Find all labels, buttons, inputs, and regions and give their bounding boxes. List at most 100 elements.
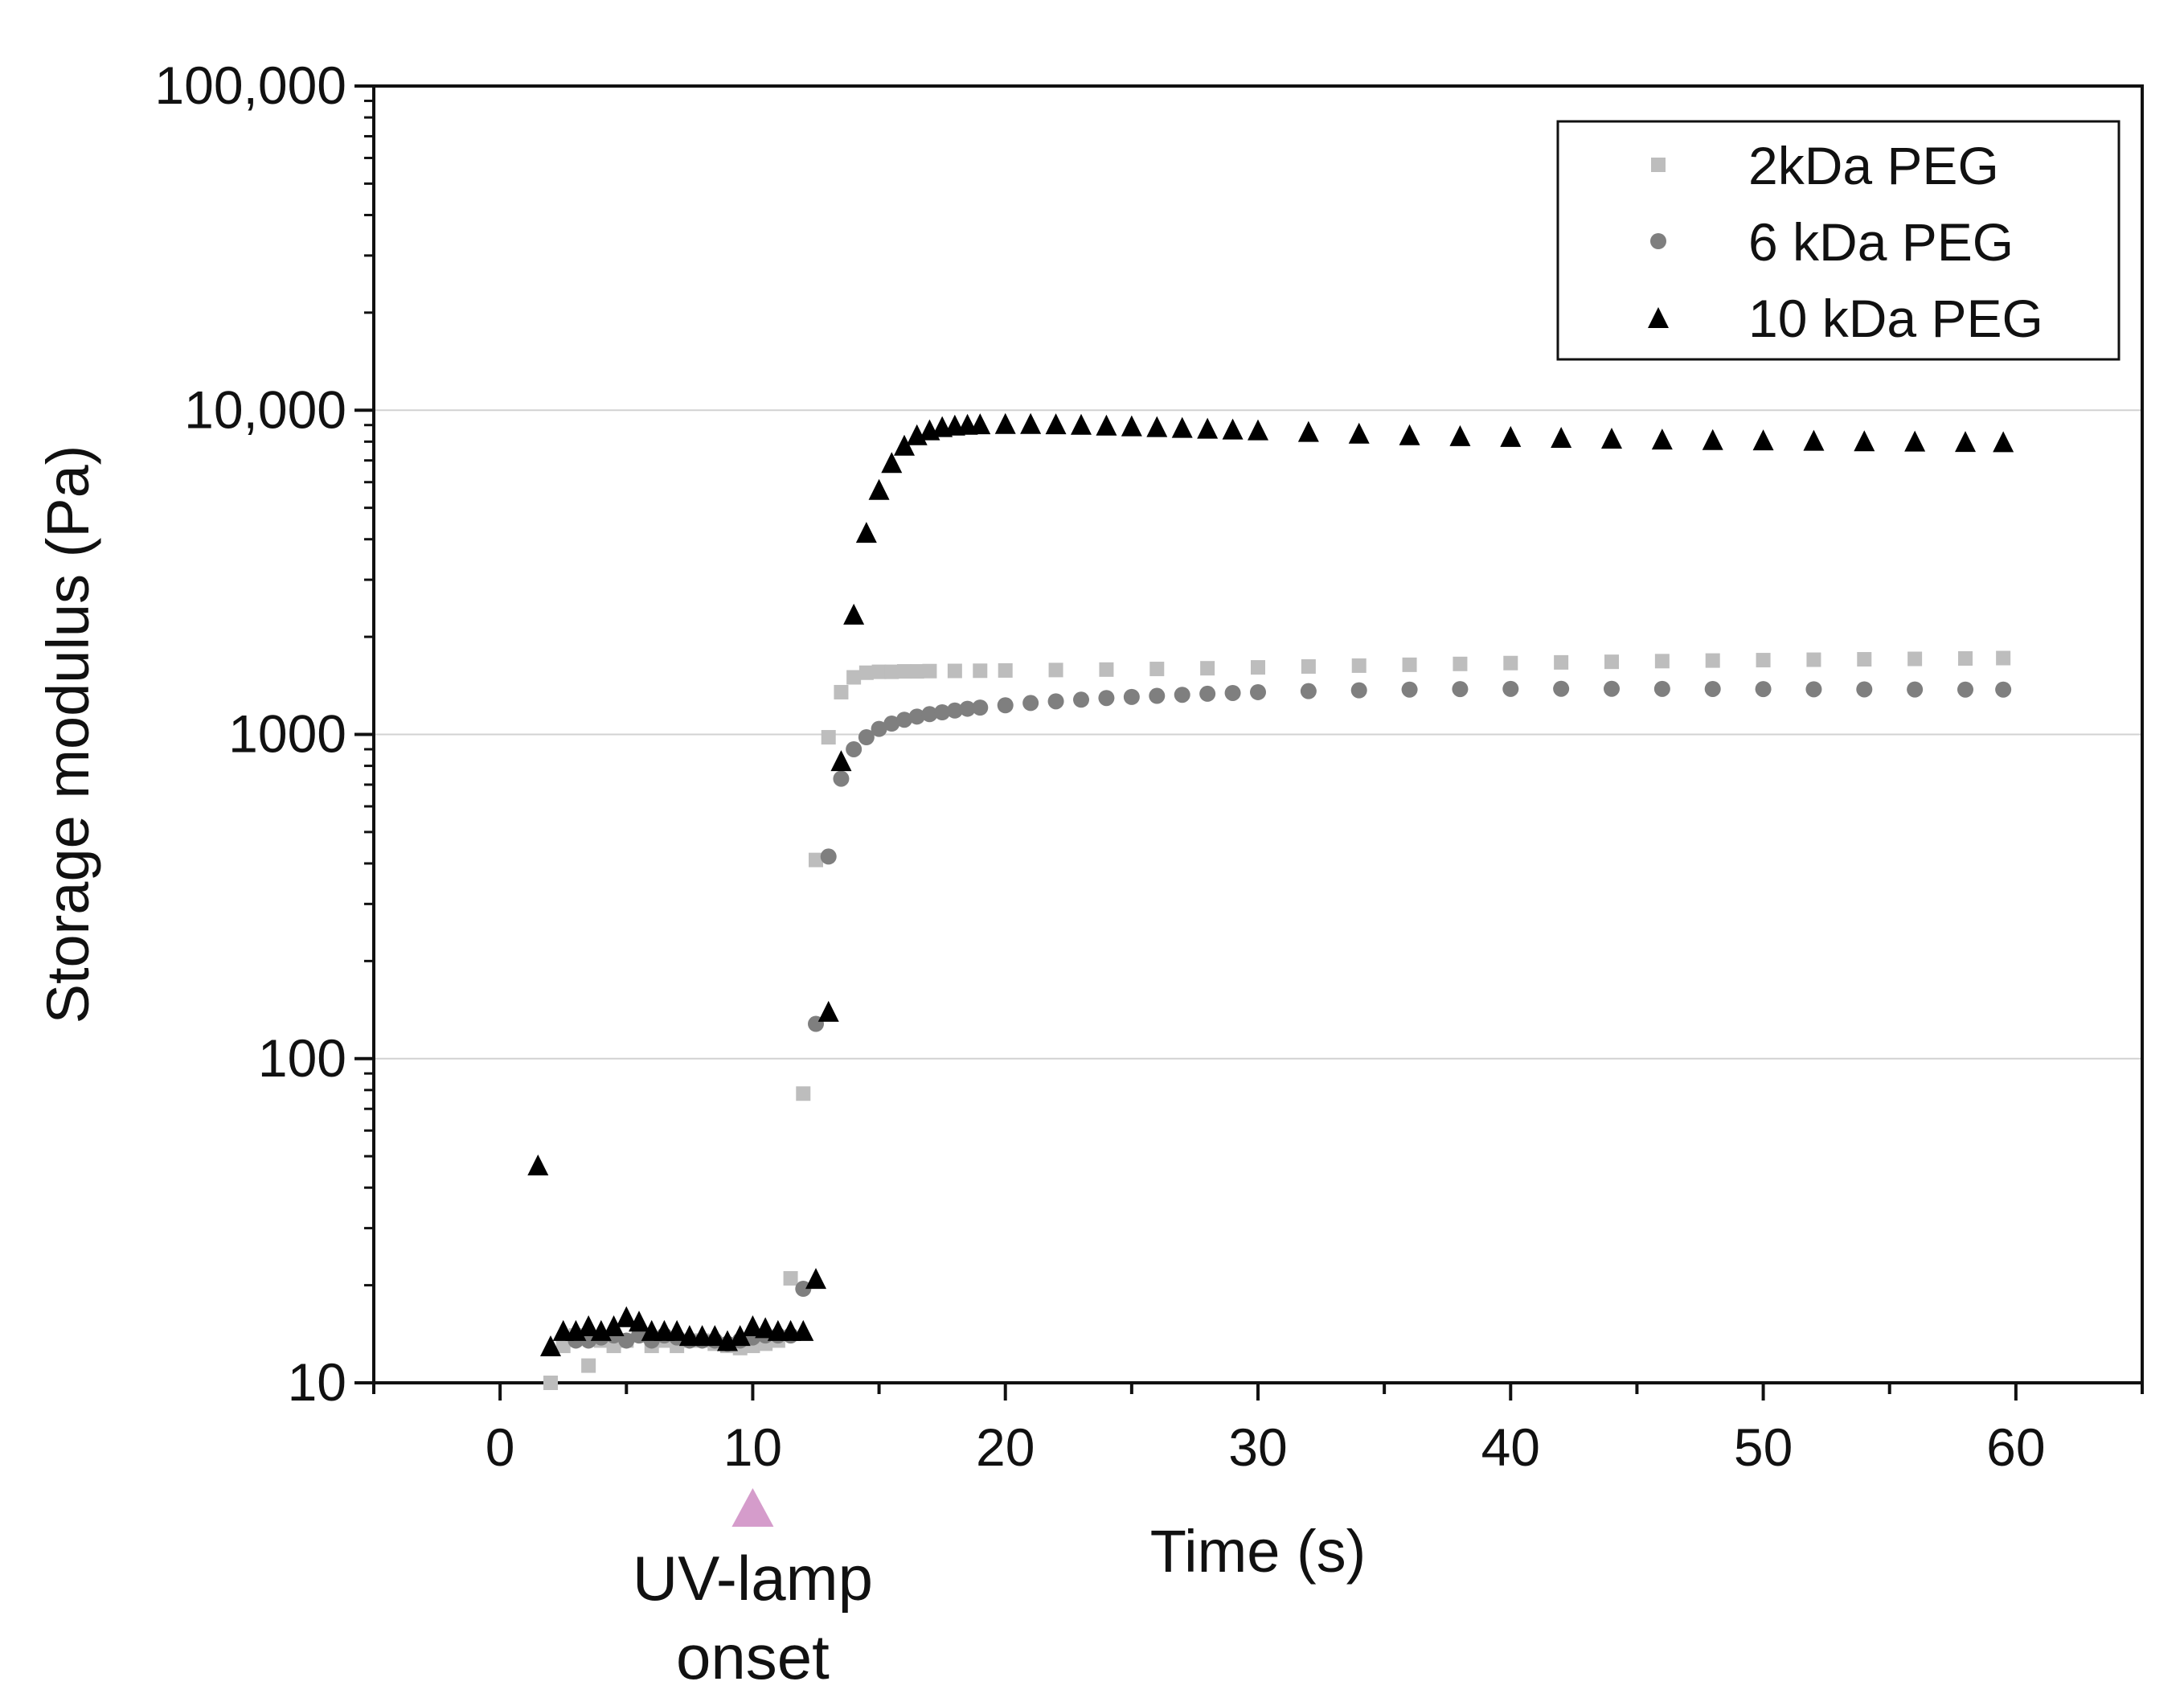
data-point: [821, 730, 836, 745]
data-point: [1449, 424, 1471, 446]
data-point: [855, 522, 877, 543]
data-point: [871, 720, 887, 737]
uv-lamp-annotation: UV-lamp onset: [633, 1488, 873, 1692]
data-point: [1096, 414, 1117, 436]
data-point: [1045, 413, 1067, 435]
data-point: [998, 662, 1013, 678]
data-point: [1601, 428, 1622, 449]
data-point: [1502, 680, 1519, 697]
data-point: [1251, 660, 1265, 675]
data-point: [1399, 424, 1420, 445]
data-point: [834, 684, 849, 699]
data-point: [796, 1086, 811, 1101]
gridlines: [374, 409, 2142, 1060]
data-point: [946, 702, 963, 719]
series-1: [568, 680, 2012, 1352]
data-series: [527, 412, 2014, 1390]
data-point: [1993, 431, 2014, 453]
data-point: [629, 1310, 649, 1332]
data-point: [817, 1000, 839, 1022]
data-point: [1704, 680, 1721, 697]
legend: 2kDa PEG 6 kDa PEG 10 kDa PEG: [1556, 120, 2120, 361]
data-point: [843, 603, 865, 625]
data-point: [755, 1317, 776, 1339]
data-point: [1604, 680, 1620, 697]
data-point: [1957, 681, 1973, 698]
y-tick-label: 1000: [228, 704, 346, 764]
data-point: [1756, 653, 1771, 668]
data-point: [833, 770, 850, 787]
data-point: [1995, 681, 2012, 698]
data-point: [795, 1281, 812, 1298]
data-point: [1149, 687, 1166, 704]
data-point: [830, 750, 852, 772]
data-point: [1300, 683, 1317, 699]
x-tick-label: 10: [723, 1417, 782, 1477]
data-point: [603, 1314, 625, 1336]
data-point: [883, 716, 900, 732]
data-point: [884, 664, 899, 679]
data-point: [1199, 685, 1216, 702]
data-point: [994, 412, 1016, 434]
legend-label-0: 2kDa PEG: [1748, 136, 1999, 195]
data-point: [1453, 656, 1468, 671]
legend-label-1: 6 kDa PEG: [1748, 212, 2014, 272]
uv-onset-marker: [731, 1488, 774, 1527]
data-point: [1500, 425, 1522, 447]
data-point: [959, 700, 976, 717]
data-point: [543, 1376, 558, 1390]
x-tick-label: 30: [1228, 1417, 1287, 1477]
legend-marker-2: [1648, 307, 1669, 328]
data-point: [1022, 695, 1039, 712]
data-point: [729, 1325, 751, 1347]
data-point: [1857, 652, 1872, 667]
data-point: [1047, 693, 1064, 710]
axes: [354, 84, 2144, 1401]
data-point: [1149, 662, 1165, 677]
data-point: [894, 434, 915, 456]
x-tick-label: 0: [486, 1417, 515, 1477]
data-point: [1503, 655, 1518, 671]
data-point: [1171, 416, 1193, 438]
data-point: [1297, 420, 1319, 442]
data-point: [1402, 657, 1417, 672]
data-point: [666, 1319, 688, 1341]
x-tick-label: 50: [1734, 1417, 1793, 1477]
data-point: [922, 663, 937, 679]
data-point: [1224, 684, 1241, 701]
data-point: [846, 740, 863, 757]
uv-onset-label-line-1: UV-lamp: [633, 1543, 873, 1614]
data-point: [704, 1325, 726, 1347]
y-tick-label: 100,000: [154, 55, 346, 115]
legend-label-2: 10 kDa PEG: [1748, 289, 2043, 348]
data-point: [1401, 681, 1418, 698]
data-point: [1099, 662, 1114, 677]
data-point: [1553, 680, 1570, 697]
data-point: [921, 706, 938, 723]
data-point: [1651, 429, 1673, 450]
data-point: [1121, 415, 1142, 437]
data-point: [1554, 654, 1569, 670]
data-point: [1222, 418, 1244, 440]
data-point: [1803, 429, 1825, 451]
data-point: [1904, 430, 1926, 452]
data-point: [555, 1339, 571, 1354]
data-point: [1551, 426, 1572, 448]
data-point: [1604, 654, 1619, 670]
data-point: [1250, 683, 1266, 700]
x-tick-label: 40: [1481, 1417, 1540, 1477]
data-point: [1907, 651, 1923, 666]
data-point: [1073, 691, 1089, 708]
data-point: [972, 699, 989, 716]
y-tick-label: 100: [258, 1028, 346, 1088]
data-point: [783, 1271, 798, 1286]
data-point: [1200, 661, 1215, 676]
legend-marker-1: [1650, 233, 1666, 249]
data-point: [1071, 413, 1092, 435]
data-point: [1755, 681, 1772, 698]
data-point: [1854, 430, 1875, 452]
data-point: [858, 729, 875, 746]
data-point: [581, 1358, 596, 1373]
data-point: [578, 1314, 600, 1336]
